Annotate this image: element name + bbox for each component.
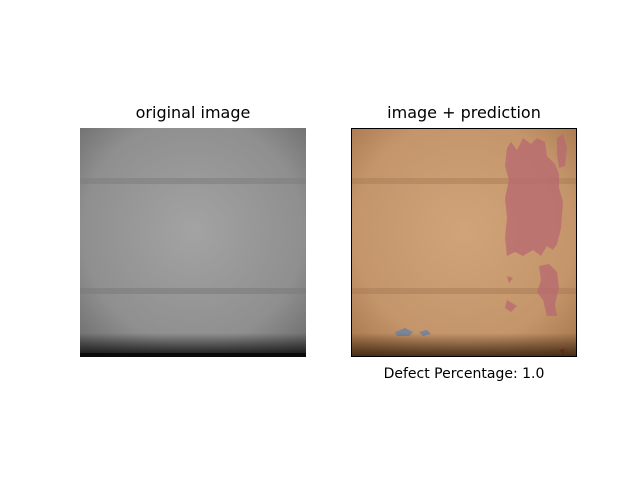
defect-region-large <box>505 138 563 256</box>
prediction-image-panel <box>351 128 577 357</box>
defect-percentage-caption: Defect Percentage: 1.0 <box>383 366 545 382</box>
defect-region-small <box>507 276 513 283</box>
gridline-stripe <box>351 178 577 184</box>
original-image-panel <box>80 128 306 357</box>
defect-region-small <box>505 300 517 312</box>
gridline-stripe <box>351 288 577 294</box>
original-image-title: original image <box>135 103 251 122</box>
bottom-shadow <box>351 333 577 357</box>
prediction-image-title: image + prediction <box>387 103 541 122</box>
defect-region-middle <box>537 264 559 316</box>
bottom-edge <box>80 353 306 357</box>
gridline-stripe <box>80 288 306 294</box>
defect-region-overlay <box>505 134 567 316</box>
defect-region-top-right <box>557 134 567 168</box>
panel-frame <box>351 128 577 357</box>
original-image <box>80 128 306 357</box>
gridline-stripe <box>80 178 306 184</box>
